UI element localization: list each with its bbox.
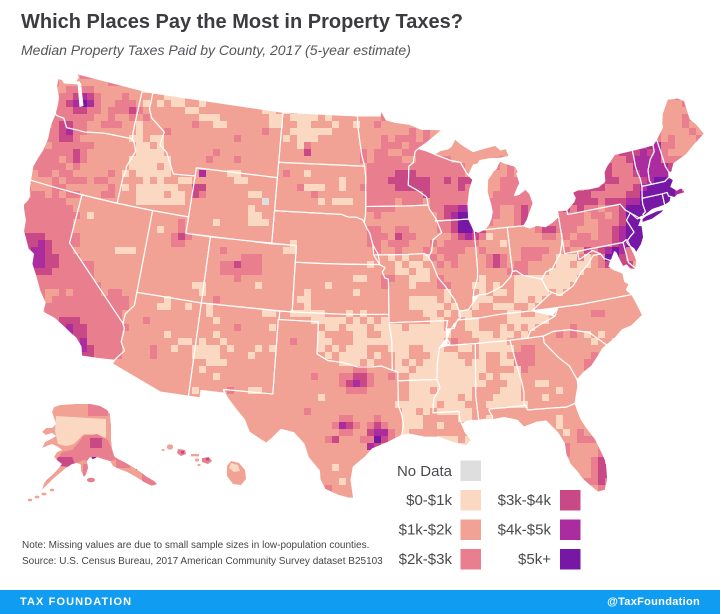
svg-text:$1k-$2k: $1k-$2k bbox=[399, 522, 453, 539]
svg-text:$3k-$4k: $3k-$4k bbox=[498, 492, 552, 509]
svg-text:No Data: No Data bbox=[397, 463, 453, 480]
svg-text:$4k-$5k: $4k-$5k bbox=[498, 522, 552, 539]
svg-text:$5k+: $5k+ bbox=[518, 551, 551, 568]
svg-text:$0-$1k: $0-$1k bbox=[406, 492, 452, 509]
svg-text:$2k-$3k: $2k-$3k bbox=[399, 551, 453, 568]
